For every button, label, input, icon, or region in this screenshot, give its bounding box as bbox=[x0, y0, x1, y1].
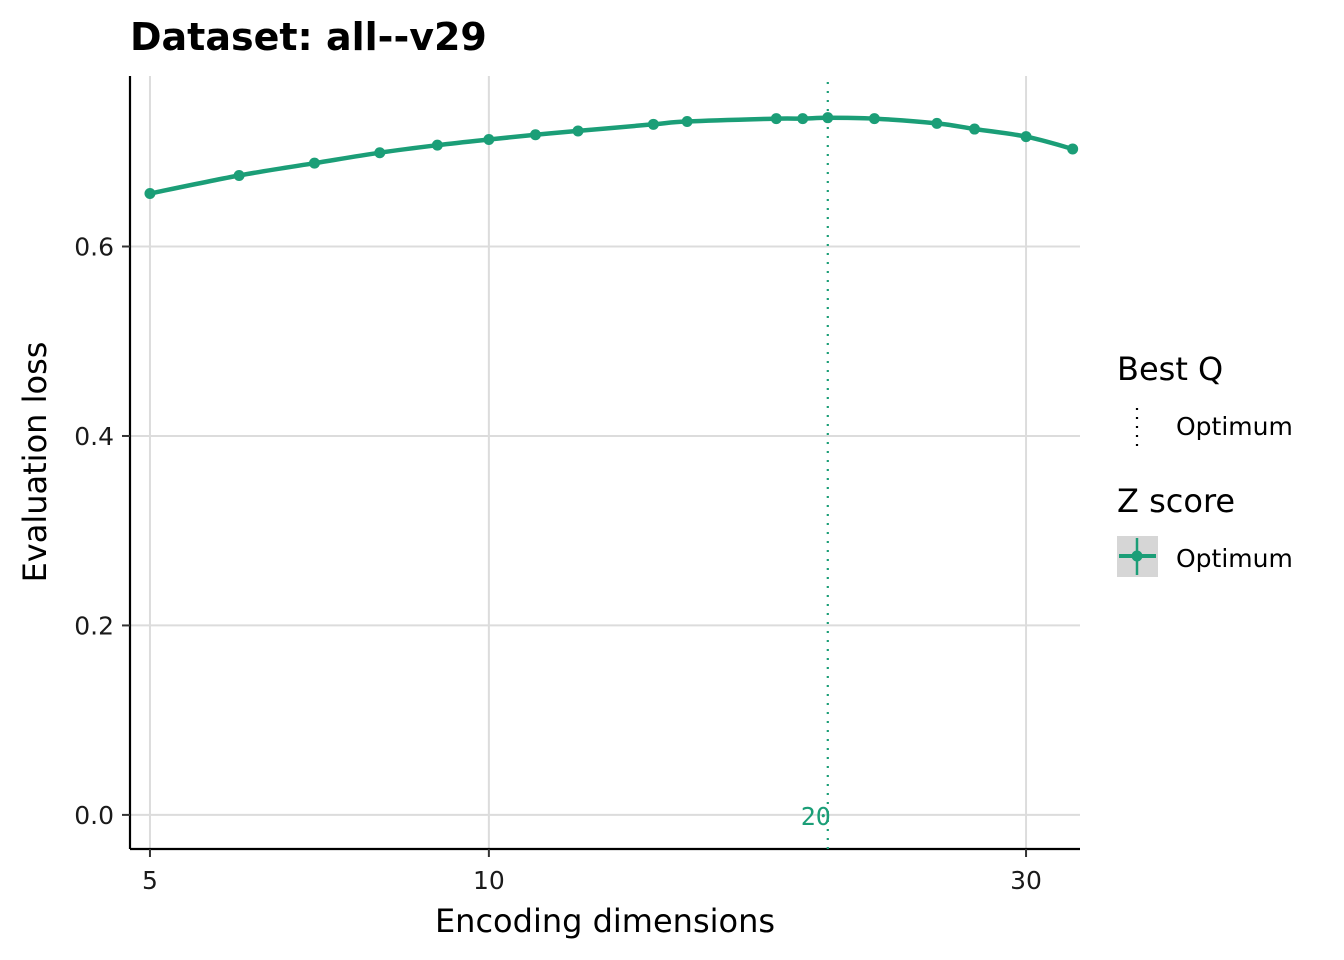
x-tick-label-1: 10 bbox=[473, 866, 505, 895]
legend-key-point-line bbox=[1117, 536, 1158, 577]
y-tick-label-0: 0.0 bbox=[74, 801, 114, 830]
y-tick-label-3: 0.6 bbox=[74, 233, 114, 262]
legend-title-best-q: Best Q bbox=[1117, 350, 1223, 388]
y-tick-label-1: 0.2 bbox=[74, 611, 114, 640]
optimum-vline-group: 20 bbox=[801, 82, 831, 849]
x-tick-label-2: 30 bbox=[1010, 866, 1042, 895]
data-point-13 bbox=[868, 113, 880, 125]
grid-lines bbox=[130, 76, 1080, 849]
series-line-0 bbox=[147, 115, 1075, 196]
legend-label-best-q: Optimum bbox=[1176, 412, 1293, 441]
chart-title: Dataset: all--v29 bbox=[130, 15, 487, 59]
data-point-17 bbox=[1067, 143, 1079, 155]
data-point-6 bbox=[529, 129, 541, 141]
data-point-2 bbox=[308, 157, 320, 169]
data-point-1 bbox=[233, 169, 245, 181]
tick-labels: 0.0 0.2 0.4 0.6 5 10 30 bbox=[74, 233, 1042, 895]
data-point-10 bbox=[770, 113, 782, 125]
x-axis-title: Encoding dimensions bbox=[435, 902, 775, 940]
legend-label-z-score: Optimum bbox=[1176, 544, 1293, 573]
data-point-5 bbox=[483, 133, 495, 145]
data-point-7 bbox=[572, 125, 584, 137]
axes bbox=[128, 76, 1080, 851]
x-tick-label-0: 5 bbox=[142, 866, 158, 895]
data-point-8 bbox=[647, 118, 659, 130]
data-point-15 bbox=[969, 123, 981, 135]
series-group bbox=[144, 112, 1079, 199]
legend-title-z-score: Z score bbox=[1117, 482, 1235, 520]
data-point-3 bbox=[374, 147, 386, 159]
data-point-12 bbox=[822, 112, 834, 124]
legend: Best Q Optimum Z score Optimum bbox=[1117, 350, 1293, 577]
data-point-16 bbox=[1020, 131, 1032, 143]
data-point-0 bbox=[144, 187, 156, 199]
data-point-14 bbox=[931, 117, 943, 129]
data-point-4 bbox=[431, 139, 443, 151]
data-point-11 bbox=[797, 113, 809, 125]
optimum-vline-label: 20 bbox=[801, 802, 831, 831]
y-axis-title: Evaluation loss bbox=[16, 342, 54, 583]
data-point-9 bbox=[681, 115, 693, 127]
y-tick-label-2: 0.4 bbox=[74, 422, 114, 451]
